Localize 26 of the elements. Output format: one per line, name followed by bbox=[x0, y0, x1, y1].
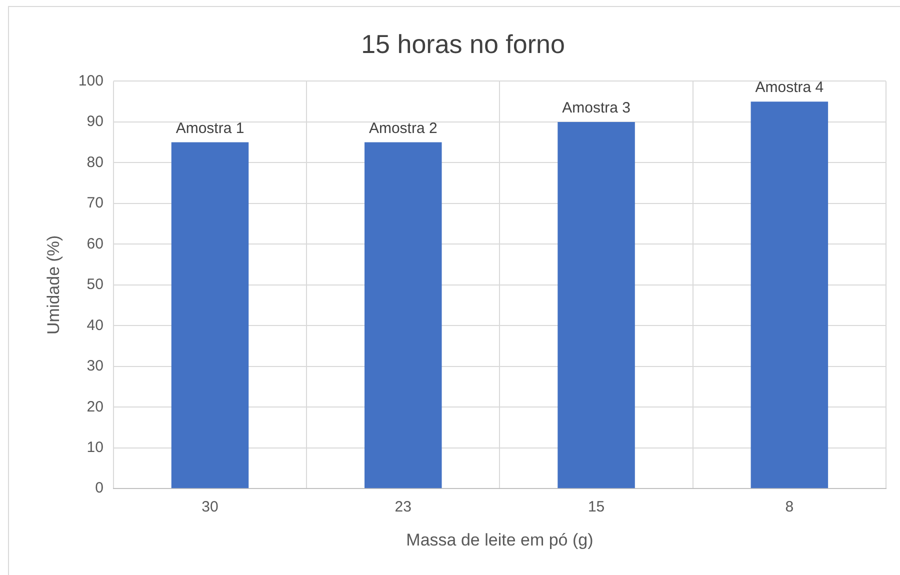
bar bbox=[171, 142, 249, 488]
y-tick-label: 30 bbox=[86, 358, 104, 375]
bar bbox=[558, 122, 635, 488]
bar bbox=[750, 102, 828, 488]
x-axis-title: Massa de leite em pó (g) bbox=[406, 530, 594, 550]
annotation: Amostra 1 bbox=[176, 120, 244, 137]
y-tick-label: 60 bbox=[86, 235, 104, 252]
y-tick-label: 10 bbox=[86, 439, 104, 456]
y-tick-label: 20 bbox=[86, 398, 104, 416]
annotation: Amostra 2 bbox=[368, 120, 438, 137]
bar bbox=[364, 142, 442, 488]
chart-title: 15 horas no forno bbox=[361, 28, 565, 59]
y-tick-label: 50 bbox=[86, 276, 104, 294]
y-axis-title: Umidade (%) bbox=[44, 235, 63, 334]
y-tick-label: 40 bbox=[86, 316, 104, 334]
x-tick-label: 30 bbox=[202, 498, 218, 516]
y-tick-label: 90 bbox=[86, 113, 104, 130]
annotation: Amostra 3 bbox=[562, 100, 630, 117]
annotation: Amostra 4 bbox=[755, 79, 824, 96]
x-tick-label: 8 bbox=[785, 498, 794, 516]
y-tick-label: 100 bbox=[78, 72, 104, 90]
y-tick-label: 80 bbox=[86, 154, 104, 171]
y-tick-label: 70 bbox=[86, 194, 104, 212]
x-tick-label: 15 bbox=[588, 498, 605, 516]
x-tick-label: 23 bbox=[394, 498, 412, 516]
y-tick-label: 0 bbox=[95, 480, 104, 497]
